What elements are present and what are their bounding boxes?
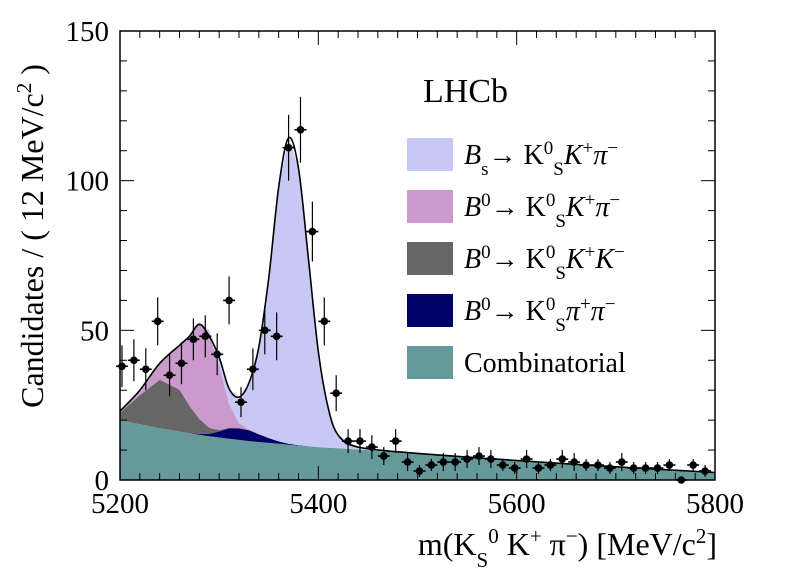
data-point (496, 459, 509, 472)
plot-area: 5200 5400 5600 5800 0 50 100 150 (66, 16, 745, 520)
data-point (544, 459, 557, 472)
legend: Bs→ K0SK+π− B0→ K0SK+π− B0→ K0SK+K− B0→ K0S… (407, 138, 626, 379)
y-tick-label: 0 (95, 465, 110, 497)
data-point (354, 429, 366, 454)
legend-item-b0_kspipi: B0→ K0Sπ+π− (407, 294, 615, 336)
data-point (520, 450, 533, 469)
data-point (270, 312, 283, 361)
data-point (484, 450, 497, 469)
data-point (365, 435, 378, 460)
component-fills (120, 137, 715, 480)
data-points-layer (116, 96, 712, 484)
data-point (449, 453, 462, 472)
data-point (318, 297, 331, 346)
data-point (151, 297, 164, 346)
data-point (687, 459, 700, 472)
data-point (116, 345, 128, 388)
data-point (258, 306, 271, 355)
x-tick-label: 5400 (289, 488, 347, 520)
data-point (615, 453, 628, 472)
data-point (425, 459, 438, 472)
data-point (139, 348, 152, 391)
lhcb-label: LHCb (423, 73, 508, 110)
data-point (211, 333, 224, 376)
legend-item-combinatorial: Combinatorial (407, 346, 626, 379)
data-point (199, 315, 212, 358)
legend-item-b0_kskk: B0→ K0SK+K− (407, 242, 625, 284)
data-point (639, 462, 652, 475)
legend-label: B0→ K0SK+π− (464, 190, 620, 232)
legend-swatch (407, 242, 453, 275)
y-tick-label: 50 (80, 315, 109, 347)
area-combinatorial (120, 420, 715, 480)
data-point (223, 276, 236, 325)
legend-label: B0→ K0SK+K− (464, 242, 625, 284)
legend-label: Bs→ K0SK+π− (464, 138, 618, 180)
data-point (592, 459, 604, 472)
data-point (163, 354, 176, 397)
data-point (187, 318, 200, 361)
data-point (556, 450, 569, 469)
y-tick-label: 150 (66, 16, 110, 48)
data-point (294, 96, 307, 163)
data-point (580, 459, 593, 472)
legend-swatch (407, 346, 453, 379)
data-point (377, 447, 390, 466)
x-tick-label: 5200 (91, 488, 149, 520)
y-axis-title: Candidates / ( 12 MeV/c2 ) (12, 64, 50, 408)
data-point (651, 462, 664, 475)
legend-swatch (407, 190, 453, 223)
data-point (568, 453, 581, 472)
data-point (306, 201, 319, 262)
data-point (282, 114, 295, 181)
legend-item-bs_kskpi: Bs→ K0SK+π− (407, 138, 618, 180)
data-point (413, 465, 426, 478)
legend-item-b0_kskpi: B0→ K0SK+π− (407, 190, 620, 232)
data-point (627, 462, 640, 475)
legend-label: B0→ K0Sπ+π− (464, 294, 615, 336)
data-point (175, 342, 188, 385)
data-point (532, 462, 545, 475)
data-point (603, 462, 616, 475)
data-point (473, 447, 485, 466)
y-axis-title-text: Candidates / ( 12 MeV/c2 ) (12, 64, 50, 408)
x-axis-title: m(KS0 K+ π−) [MeV/c2] (418, 524, 717, 572)
data-point (330, 375, 343, 412)
data-point (401, 453, 414, 472)
data-point (246, 348, 259, 391)
area-bs_kskpi (120, 137, 715, 473)
data-point (699, 465, 712, 478)
data-point (235, 387, 247, 418)
legend-label: Combinatorial (464, 348, 626, 379)
y-tick-label: 100 (66, 166, 110, 198)
data-point (461, 450, 474, 469)
axis-ticks: 5200 5400 5600 5800 0 50 100 150 (66, 16, 745, 520)
data-point (437, 453, 450, 472)
legend-swatch (407, 138, 453, 171)
data-point (663, 459, 676, 472)
legend-swatch (407, 294, 453, 327)
x-tick-label: 5600 (488, 488, 546, 520)
x-tick-label: 5800 (686, 488, 744, 520)
data-point (127, 339, 140, 382)
data-point (389, 429, 402, 454)
data-point (342, 429, 355, 454)
